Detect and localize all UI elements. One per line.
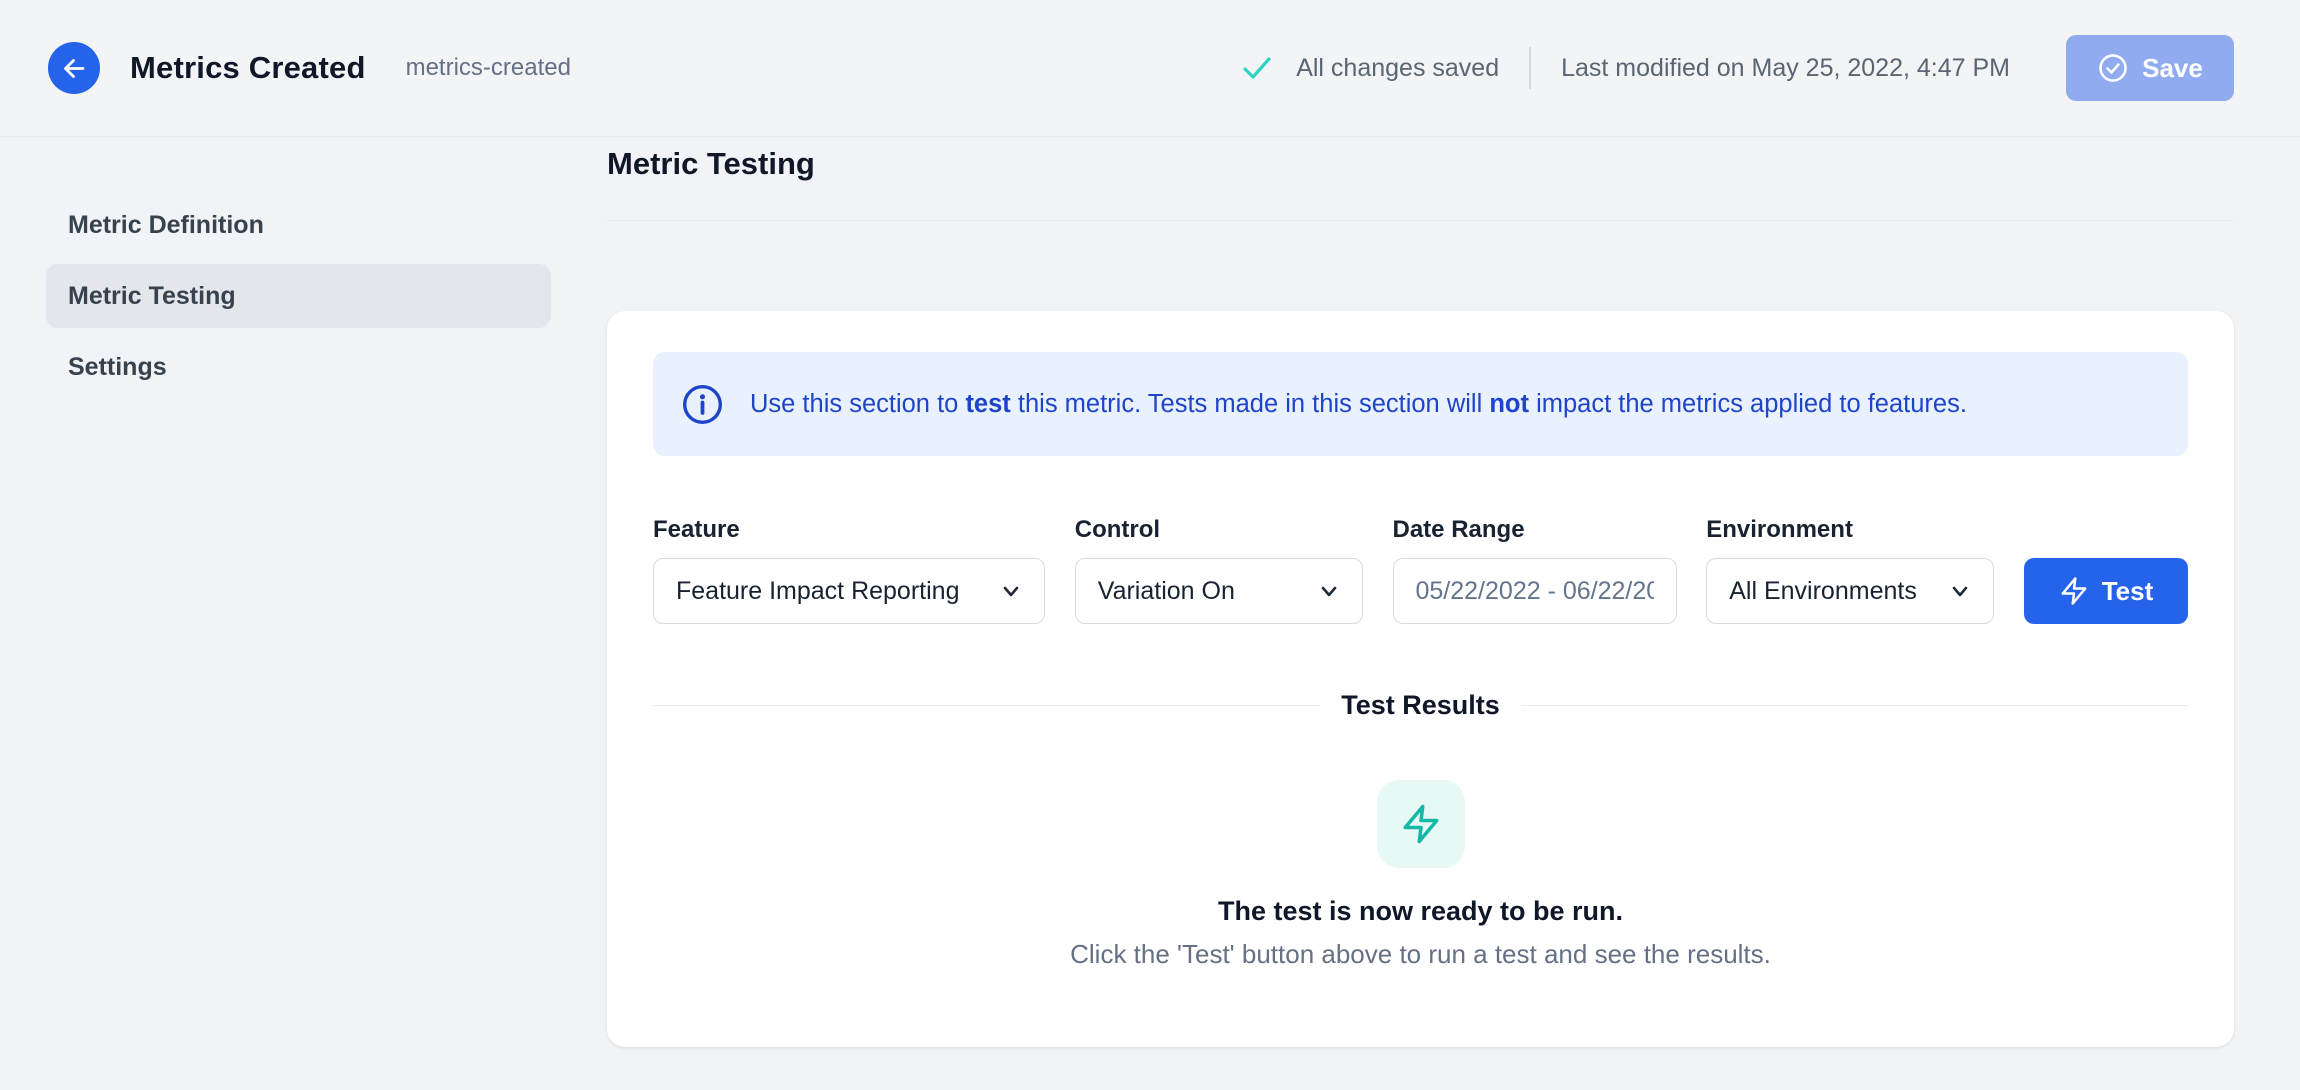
control-select[interactable]: Variation On <box>1074 558 1363 624</box>
feature-select-value: Feature Impact Reporting <box>676 576 960 605</box>
chevron-down-icon <box>1952 586 1968 597</box>
feature-label: Feature <box>653 516 740 543</box>
control-select-value: Variation On <box>1097 576 1235 605</box>
bolt-icon <box>1403 804 1438 844</box>
sidebar-item-settings[interactable]: Settings <box>46 335 551 399</box>
back-button[interactable] <box>48 42 100 94</box>
info-banner-text: Use this section to test this metric. Te… <box>750 389 1967 418</box>
test-results-title: Test Results <box>1341 690 1500 720</box>
test-config-row: Feature Feature Impact Reporting Control… <box>653 516 2188 624</box>
last-modified-label: Last modified on May 25, 2022, 4:47 PM <box>1561 53 2010 82</box>
environment-field-group: Environment All Environments <box>1706 516 1995 624</box>
date-range-field-group: Date Range <box>1392 516 1677 624</box>
ready-subtitle: Click the 'Test' button above to run a t… <box>1070 939 1771 969</box>
chevron-down-icon <box>1321 586 1337 597</box>
test-button[interactable]: Test <box>2024 558 2188 624</box>
metric-key: metrics-created <box>405 54 571 81</box>
ready-state <box>653 780 2188 868</box>
control-label: Control <box>1074 516 1161 543</box>
date-range-label: Date Range <box>1392 516 1525 543</box>
info-icon <box>683 384 722 424</box>
environment-select-value: All Environments <box>1729 576 1917 605</box>
environment-select[interactable]: All Environments <box>1706 558 1995 624</box>
main-content: Metric Testing Use this section to test … <box>607 137 2300 1090</box>
results-divider-right <box>1521 705 2189 706</box>
bolt-badge <box>1376 780 1465 868</box>
ready-title: The test is now ready to be run. <box>1217 896 1624 926</box>
bolt-icon <box>2061 577 2087 605</box>
save-button-label: Save <box>2142 52 2203 83</box>
metric-testing-card: Use this section to test this metric. Te… <box>607 311 2234 1047</box>
sidebar-item-label: Metric Definition <box>68 210 264 239</box>
sidebar-item-label: Metric Testing <box>68 281 236 310</box>
save-button[interactable]: Save <box>2066 35 2234 101</box>
date-range-input[interactable] <box>1392 558 1677 624</box>
section-divider <box>607 220 2234 221</box>
sidebar: Metric Definition Metric Testing Setting… <box>0 137 607 1090</box>
test-results-header: Test Results <box>653 690 2189 721</box>
check-icon <box>1243 57 1271 79</box>
circle-check-icon <box>2099 54 2127 82</box>
saved-status-label: All changes saved <box>1296 53 1500 82</box>
saved-status: All changes saved <box>1240 53 1499 83</box>
chevron-down-icon <box>1003 586 1019 597</box>
results-divider-left <box>653 705 1320 706</box>
header-divider <box>1529 47 1532 89</box>
environment-label: Environment <box>1706 516 1853 543</box>
test-button-label: Test <box>2101 575 2154 606</box>
feature-field-group: Feature Feature Impact Reporting <box>653 516 1045 624</box>
sidebar-item-metric-testing[interactable]: Metric Testing <box>46 264 551 328</box>
arrow-left-icon <box>63 58 84 78</box>
top-header: Metrics Created metrics-created All chan… <box>0 0 2300 137</box>
feature-select[interactable]: Feature Impact Reporting <box>653 558 1045 624</box>
section-heading: Metric Testing <box>607 146 815 181</box>
sidebar-item-label: Settings <box>68 352 167 381</box>
control-field-group: Control Variation On <box>1074 516 1363 624</box>
sidebar-item-metric-definition[interactable]: Metric Definition <box>46 193 551 257</box>
info-banner: Use this section to test this metric. Te… <box>653 352 2188 456</box>
page-title: Metrics Created <box>130 50 366 85</box>
